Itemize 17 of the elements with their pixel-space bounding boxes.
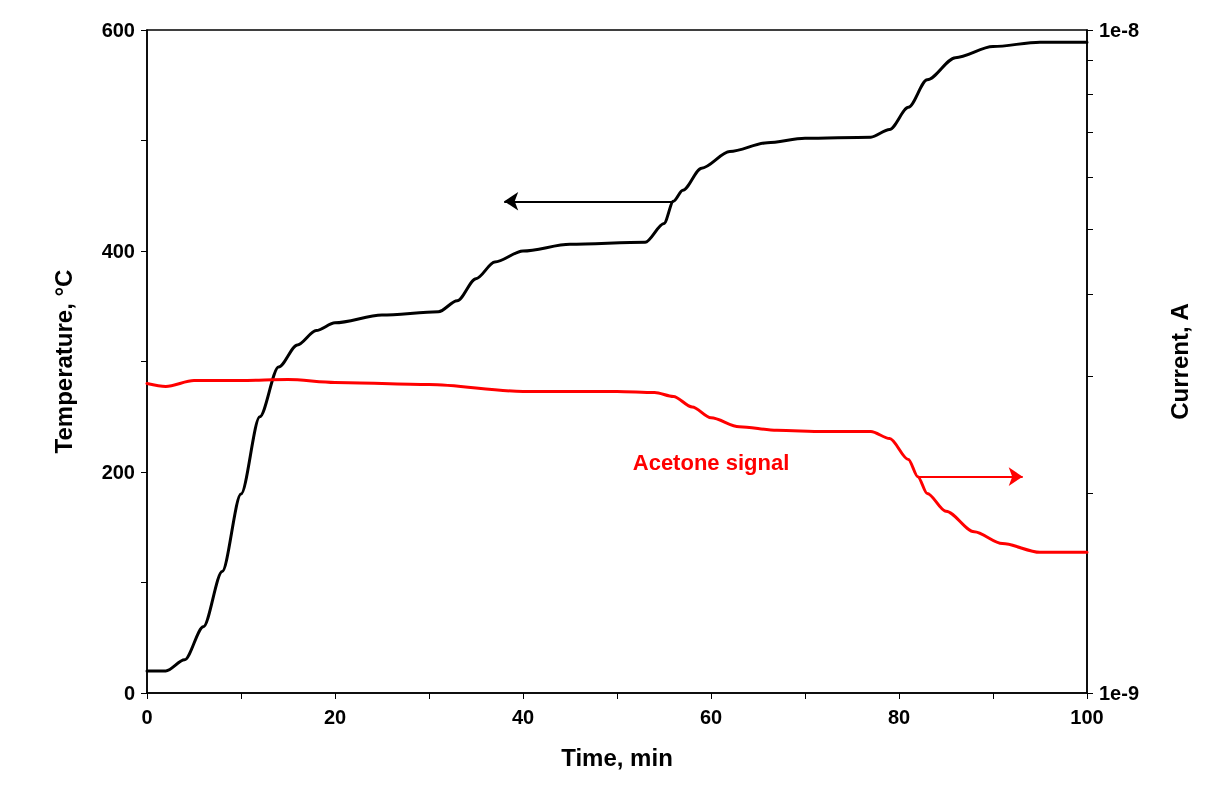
y-tick-label: 600 [101,19,135,41]
x-tick-label: 0 [141,706,153,728]
x-axis-title: Time, min [561,743,673,771]
x-tick-label: 40 [511,706,535,728]
x-tick-label: 20 [323,706,347,728]
y2-tick-label: 1e-9 [1099,682,1140,704]
y2-axis-title: Current, A [1165,303,1193,420]
x-tick-label: 60 [699,706,723,728]
y-tick-label: 0 [123,682,135,704]
y-axis-title: Temperature, °C [49,269,77,454]
series-label: Acetone signal [632,450,790,476]
y-tick-label: 200 [101,461,135,483]
x-tick-label: 80 [887,706,911,728]
line-series [145,378,1089,554]
y-tick-label: 400 [101,240,135,262]
x-tick-label: 100 [1070,706,1104,728]
y2-tick-label: 1e-8 [1099,19,1140,41]
